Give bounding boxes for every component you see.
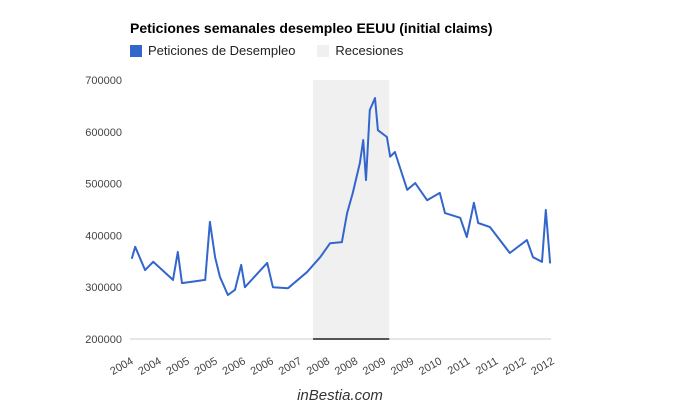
footer-credit: inBestia.com: [297, 387, 383, 404]
x-tick-label: 2005: [164, 355, 191, 378]
data-point: [386, 136, 388, 138]
data-point: [509, 252, 511, 254]
data-point: [306, 271, 308, 273]
y-tick-label: 200000: [85, 334, 122, 346]
data-point: [152, 261, 154, 263]
data-point: [374, 97, 376, 99]
data-point: [234, 288, 236, 291]
data-point: [266, 262, 268, 264]
x-tick-label: 2011: [446, 355, 472, 377]
y-tick-label: 600000: [85, 127, 122, 139]
data-point: [272, 286, 274, 289]
x-tick-label: 2010: [417, 355, 444, 378]
x-tick-label: 2012: [501, 355, 528, 378]
data-point: [287, 287, 289, 290]
data-point: [549, 262, 551, 264]
x-tick-label: 2009: [361, 355, 388, 378]
data-point: [526, 239, 528, 241]
x-tick-label: 2009: [389, 355, 416, 378]
x-tick-label: 2004: [136, 355, 163, 378]
x-tick-label: 2011: [474, 355, 500, 377]
data-point: [131, 257, 133, 259]
data-point: [365, 179, 367, 181]
data-point: [359, 162, 361, 164]
data-point: [477, 222, 479, 224]
x-tick-label: 2008: [305, 355, 332, 378]
x-tick-label: 2006: [221, 355, 248, 378]
legend-label-recessions: Recesiones: [335, 43, 404, 58]
data-point: [319, 256, 321, 258]
x-tick-label: 2004: [108, 355, 135, 378]
data-point: [144, 269, 146, 271]
data-point: [369, 109, 371, 111]
data-point: [240, 264, 242, 266]
data-point: [389, 155, 391, 158]
data-point: [219, 276, 221, 278]
x-tick-label: 2008: [333, 355, 360, 378]
legend-swatch-claims: [130, 44, 142, 57]
data-point: [541, 261, 543, 263]
data-point: [532, 256, 534, 258]
data-point: [414, 182, 417, 184]
data-point: [181, 282, 183, 284]
data-point: [244, 286, 246, 289]
y-tick-label: 500000: [85, 179, 122, 191]
data-point: [176, 251, 179, 253]
y-tick-label: 300000: [85, 282, 122, 294]
chart-title: Peticiones semanales desempleo EEUU (ini…: [130, 20, 493, 36]
data-point: [459, 216, 461, 219]
data-point: [489, 226, 491, 228]
legend-swatch-recessions: [317, 44, 330, 57]
data-point: [362, 139, 365, 141]
data-point: [227, 294, 229, 296]
data-point: [377, 129, 379, 132]
legend: Peticiones de Desempleo Recesiones: [130, 43, 425, 58]
data-point: [214, 256, 216, 258]
data-point: [204, 279, 207, 281]
data-point: [406, 189, 408, 191]
data-point: [351, 192, 354, 194]
legend-item-claims[interactable]: Peticiones de Desempleo: [130, 43, 295, 58]
data-point: [466, 236, 468, 238]
y-tick-label: 400000: [85, 230, 122, 242]
data-point: [473, 201, 475, 204]
data-point: [209, 221, 211, 223]
legend-label-claims: Peticiones de Desempleo: [148, 43, 296, 58]
data-point: [329, 242, 331, 244]
data-point: [544, 209, 547, 211]
data-point: [444, 212, 446, 214]
data-point: [346, 212, 348, 214]
data-point: [439, 192, 441, 194]
data-point: [172, 279, 174, 281]
x-tick-label: 2006: [249, 355, 276, 378]
legend-item-recessions[interactable]: Recesiones: [317, 43, 403, 58]
data-point: [134, 245, 137, 248]
data-point: [426, 199, 428, 201]
y-tick-label: 700000: [85, 75, 122, 87]
data-point: [341, 241, 343, 243]
data-point: [394, 151, 396, 153]
x-tick-label: 2005: [192, 355, 219, 378]
x-tick-label: 2012: [529, 355, 556, 378]
x-tick-label: 2007: [277, 355, 304, 378]
